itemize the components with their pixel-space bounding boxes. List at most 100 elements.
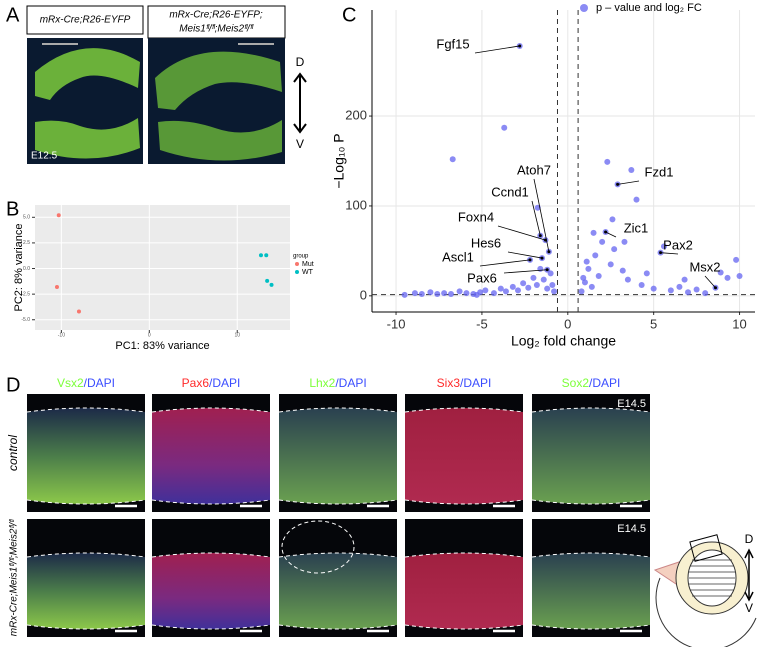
point (667, 287, 674, 294)
point (473, 291, 480, 298)
point (418, 291, 425, 298)
y-tick-label: 2.5 (23, 240, 30, 246)
point (549, 282, 556, 289)
annotation-arrow (617, 180, 640, 185)
point (265, 278, 270, 283)
arrow-head (528, 258, 532, 262)
caption: mRx-Cre;R26-EYFP (40, 15, 131, 26)
annotation-arrow (497, 225, 546, 241)
y-tick-label: 100 (345, 197, 367, 212)
plot-background (372, 10, 755, 312)
orientation-label: V (296, 137, 304, 151)
annotation-label: Zic1 (624, 220, 649, 235)
legend-swatch (295, 262, 299, 266)
point (520, 280, 527, 287)
point (604, 158, 611, 165)
tissue (35, 118, 140, 159)
tissue (27, 553, 145, 629)
x-tick-label: 5 (650, 316, 657, 331)
point (619, 267, 626, 274)
column-header: Sox2/DAPI (562, 376, 621, 390)
arrow-head (540, 256, 544, 260)
annotation-label: Ccnd1 (491, 184, 529, 199)
marker-name: Sox2 (562, 376, 590, 390)
annotation-label: Hes6 (471, 235, 501, 250)
y-tick-label: -2.5 (21, 291, 30, 297)
annotation-label: Foxn4 (458, 209, 494, 224)
y-tick-label: 0 (360, 287, 367, 302)
x-axis-title: Log₂ fold change (511, 333, 616, 349)
point (434, 291, 441, 298)
point (578, 288, 585, 295)
x-axis-title: PC1: 83% variance (115, 340, 209, 352)
arrow-head (538, 234, 542, 238)
tissue (532, 408, 650, 504)
stain-name: /DAPI (589, 376, 620, 390)
annotation-arrow (479, 259, 531, 267)
point (509, 283, 516, 290)
point (733, 256, 740, 263)
tissue (158, 120, 282, 161)
point (621, 238, 628, 245)
y-tick-label: 5.0 (23, 215, 30, 221)
point (638, 282, 645, 289)
panel-letter: D (6, 374, 20, 396)
x-tick-label: 10 (732, 316, 746, 331)
point (681, 276, 688, 283)
x-tick-label: 0 (564, 316, 571, 331)
point (463, 290, 470, 297)
point (482, 287, 489, 294)
point (540, 276, 547, 283)
legend-swatch (295, 270, 299, 274)
point (551, 288, 558, 295)
point (590, 229, 597, 236)
legend-label: Mut (302, 261, 314, 268)
annotation-label: Pax6 (467, 270, 497, 285)
point (501, 124, 508, 131)
arrow-head (616, 182, 620, 186)
border-line (278, 552, 398, 630)
column-header: Lhx2/DAPI (309, 376, 366, 390)
point (456, 288, 463, 295)
point (401, 291, 408, 298)
panel-d: Vsx2/DAPI Pax6/DAPI Lhx2/DAPI Six3/DAPI Sox2… (6, 376, 651, 637)
caption-box (26, 5, 144, 35)
border-line (531, 407, 651, 505)
point (693, 286, 700, 293)
point (269, 282, 274, 287)
point (427, 289, 434, 296)
point (537, 265, 544, 272)
annotation-label: Ascl1 (442, 249, 474, 264)
border-line (26, 552, 146, 630)
panel-letter: C (342, 4, 356, 26)
y-tick-label: 0.0 (23, 266, 30, 272)
point (599, 238, 606, 245)
tissue (532, 553, 650, 629)
orientation-label: V (745, 601, 753, 615)
lens-outline (281, 520, 355, 574)
annotation-label: Atoh7 (517, 162, 551, 177)
point (490, 290, 497, 297)
tissue (35, 48, 140, 100)
x-tick-label: -10 (387, 316, 406, 331)
x-tick-label: -5 (476, 316, 488, 331)
tissue (405, 553, 523, 629)
column-header: Pax6/DAPI (182, 376, 241, 390)
point (514, 287, 521, 294)
y-tick-label: 200 (345, 107, 367, 122)
annotation-label: Pax2 (663, 237, 693, 252)
marker-name: Lhx2 (309, 376, 335, 390)
y-axis-title: PC2: 8% variance (13, 223, 25, 311)
point (583, 258, 590, 265)
tissue (152, 408, 270, 504)
orientation-label: D (745, 532, 754, 546)
stage-label: E12.5 (31, 151, 58, 162)
border-line (404, 552, 524, 630)
x-tick-label: 10 (234, 332, 240, 338)
tissue (279, 553, 397, 629)
arrow-head (547, 250, 551, 254)
point (56, 213, 61, 218)
point (607, 261, 614, 268)
point (624, 276, 631, 283)
orientation-label: D (296, 55, 305, 69)
